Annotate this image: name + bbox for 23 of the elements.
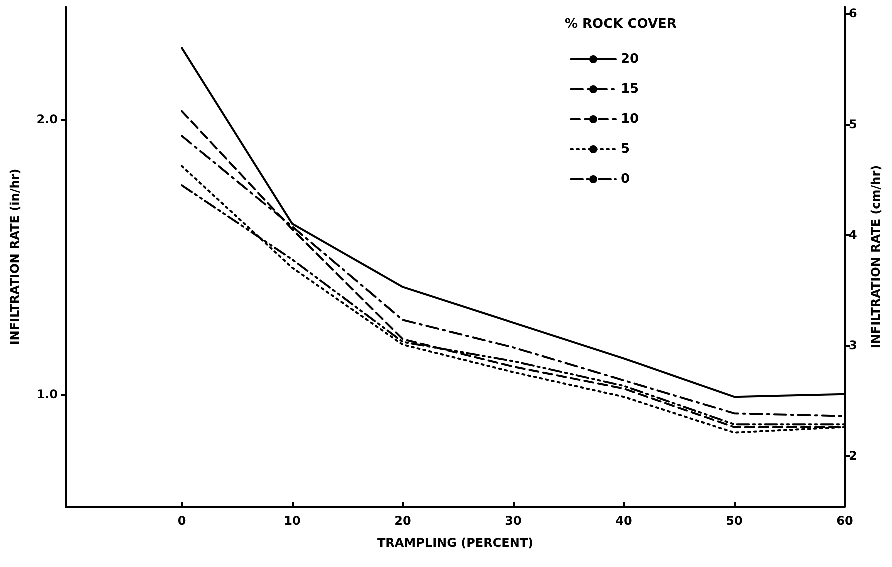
x-tick-label: 30 [505, 514, 522, 528]
x-tick-label: 40 [616, 514, 632, 528]
x-tick-label: 50 [726, 514, 743, 528]
y-tick-label: 1.0 [36, 387, 58, 402]
legend-label: 15 [621, 82, 640, 97]
x-tick-label: 10 [284, 514, 301, 528]
x-tick-label: 20 [394, 514, 412, 528]
x-tick-label: 0 [178, 514, 186, 528]
legend-label: 5 [621, 142, 630, 157]
x-axis-title: TRAMPLING (PERCENT) [377, 536, 534, 550]
legend-title: % ROCK COVER [565, 17, 677, 32]
y2-tick-label: 5 [849, 117, 858, 132]
x-tick-label: 60 [836, 514, 854, 528]
y2-tick-label: 2 [849, 449, 858, 464]
y2-tick-label: 4 [849, 228, 858, 242]
y-tick-label: 2.0 [36, 112, 58, 127]
legend-label: 0 [621, 172, 630, 187]
legend-label: 20 [621, 52, 640, 67]
legend-label: 10 [621, 112, 640, 127]
y2-axis-title: INFILTRATION RATE (cm/hr) [869, 165, 883, 349]
y-axis-title: INFILTRATION RATE (in/hr) [8, 168, 22, 346]
y2-tick-label: 6 [849, 6, 858, 21]
y2-tick-label: 3 [849, 338, 858, 352]
